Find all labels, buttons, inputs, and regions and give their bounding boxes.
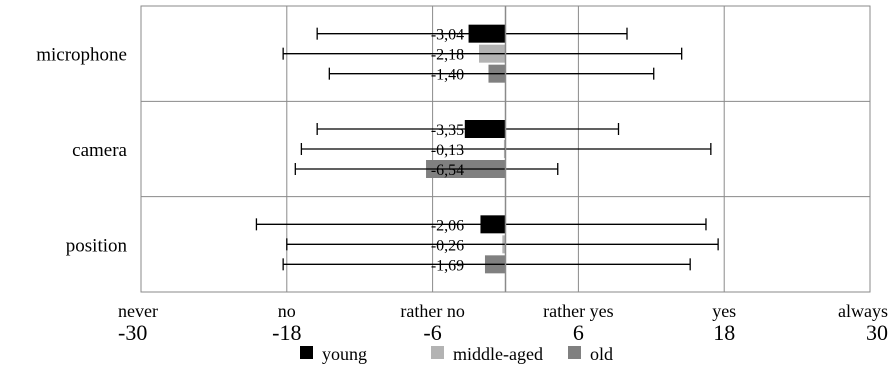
data-label: -0,13	[431, 142, 464, 159]
data-label: -3,04	[431, 27, 464, 44]
x-tick-value: 30	[866, 320, 888, 345]
x-tick-value: -30	[118, 320, 147, 345]
x-tick-word: rather yes	[543, 301, 613, 321]
legend-swatch	[300, 346, 313, 359]
x-tick-word: no	[278, 301, 296, 321]
legend-swatch	[568, 346, 581, 359]
x-tick-word: rather no	[400, 301, 464, 321]
legend-label: young	[322, 344, 367, 364]
x-tick-value: -18	[272, 320, 301, 345]
legend-swatch	[431, 346, 444, 359]
x-tick-value: -6	[423, 320, 441, 345]
x-tick-value: 18	[713, 320, 735, 345]
category-label: camera	[72, 140, 127, 161]
category-label: microphone	[36, 45, 127, 66]
x-tick-word: yes	[712, 301, 736, 321]
category-label: position	[66, 235, 128, 256]
x-tick-word: always	[838, 301, 888, 321]
data-label: -1,40	[431, 67, 464, 84]
data-label: -2,06	[431, 217, 464, 234]
data-label: -1,69	[431, 257, 464, 274]
legend-label: middle-aged	[453, 344, 543, 364]
data-label: -0,26	[431, 237, 464, 254]
data-label: -2,18	[431, 47, 464, 64]
x-tick-word: never	[118, 301, 158, 321]
data-label: -3,35	[431, 122, 464, 139]
legend-label: old	[590, 344, 613, 364]
x-tick-value: 6	[573, 320, 584, 345]
data-label: -6,54	[431, 162, 464, 179]
